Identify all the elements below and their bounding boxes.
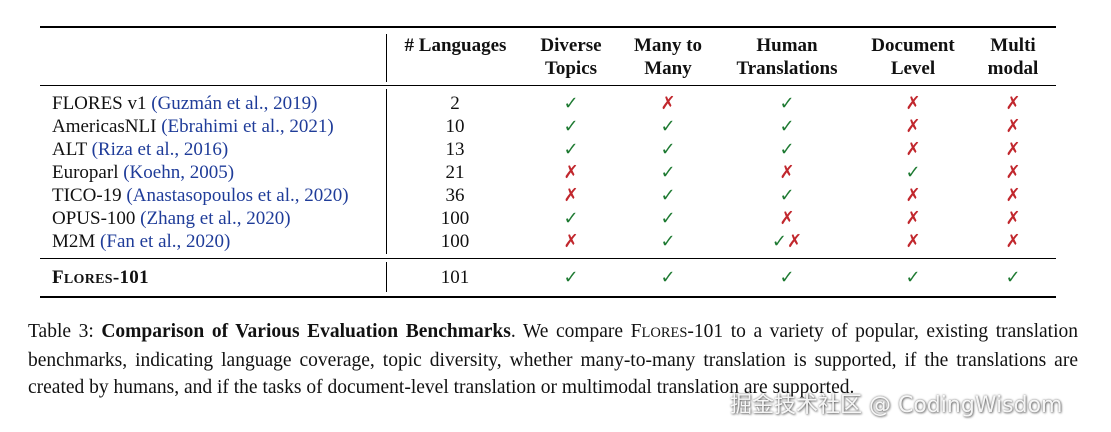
table-row-flores-101: FLORES-101 101 ✓ ✓ ✓ ✓ ✓ [0, 266, 1111, 289]
cross-icon: ✗ [563, 162, 579, 183]
benchmark-name: FLORES-101 [52, 267, 149, 288]
check-icon: ✓ [660, 139, 676, 160]
check-icon: ✓ [563, 267, 579, 288]
citation-link[interactable]: (Koehn, 2005) [123, 162, 235, 183]
check-icon: ✓ [779, 139, 795, 160]
check-icon: ✓ [563, 208, 579, 229]
cross-icon: ✗ [1005, 185, 1021, 206]
citation-link[interactable]: (Anastasopoulos et al., 2020) [126, 185, 349, 206]
check-icon: ✓ [779, 116, 795, 137]
cross-icon: ✗ [905, 185, 921, 206]
check-icon: ✓ [779, 93, 795, 114]
cross-icon: ✗ [563, 231, 579, 252]
check-icon: ✓ [660, 162, 676, 183]
benchmark-name: Europarl (Koehn, 2005) [52, 162, 235, 183]
table-row: Europarl (Koehn, 2005) 21 ✗ ✓ ✗ ✓ ✗ [0, 161, 1111, 184]
cross-icon: ✗ [1005, 231, 1021, 252]
cross-icon: ✗ [1005, 116, 1021, 137]
column-divider [386, 34, 387, 82]
cross-icon: ✗ [905, 116, 921, 137]
header-document-level: Document Level [871, 35, 955, 79]
check-icon: ✓ [905, 267, 921, 288]
check-icon: ✓ [660, 267, 676, 288]
column-divider [386, 262, 387, 292]
cross-icon: ✗ [905, 93, 921, 114]
language-count: 10 [445, 116, 465, 137]
language-count: 2 [450, 93, 460, 114]
header-human-translations: Human Translations [736, 35, 838, 79]
cross-icon: ✗ [905, 208, 921, 229]
benchmark-name: ALT (Riza et al., 2016) [52, 139, 229, 160]
check-icon: ✓ [779, 185, 795, 206]
cross-icon: ✗ [905, 139, 921, 160]
header-multimodal: Multi modal [987, 35, 1039, 79]
cross-icon: ✗ [660, 93, 676, 114]
citation-link[interactable]: (Ebrahimi et al., 2021) [161, 116, 334, 137]
check-icon: ✓ [1005, 267, 1021, 288]
watermark: 掘金技术社区 @ CodingWisdom [730, 393, 1063, 418]
header-diverse-topics: Diverse Topics [540, 35, 602, 79]
column-divider [386, 89, 387, 254]
citation-link[interactable]: (Fan et al., 2020) [100, 231, 231, 252]
language-count: 13 [445, 139, 465, 160]
language-count: 100 [440, 208, 470, 229]
header-many-to-many: Many to Many [633, 35, 703, 79]
cross-icon: ✗ [779, 162, 795, 183]
check-icon: ✓ [563, 139, 579, 160]
language-count: 101 [440, 267, 470, 288]
check-cross-icon: ✓✗ [771, 231, 803, 252]
citation-link[interactable]: (Guzmán et al., 2019) [151, 93, 318, 114]
cross-icon: ✗ [905, 231, 921, 252]
benchmark-name: FLORES v1 (Guzmán et al., 2019) [52, 93, 318, 114]
check-icon: ✓ [660, 208, 676, 229]
check-icon: ✓ [779, 267, 795, 288]
table-row: OPUS-100 (Zhang et al., 2020) 100 ✓ ✓ ✗ ✗ ✗ [0, 207, 1111, 230]
cross-icon: ✗ [1005, 139, 1021, 160]
header-rule [40, 85, 1056, 86]
table-bottom-rule [40, 296, 1056, 298]
check-icon: ✓ [905, 162, 921, 183]
cross-icon: ✗ [1005, 162, 1021, 183]
table-row: FLORES v1 (Guzmán et al., 2019) 2 ✓ ✗ ✓ ✗ ✗ [0, 92, 1111, 115]
citation-link[interactable]: (Zhang et al., 2020) [140, 208, 291, 229]
check-icon: ✓ [563, 93, 579, 114]
language-count: 21 [445, 162, 465, 183]
section-rule [40, 258, 1056, 259]
citation-link[interactable]: (Riza et al., 2016) [91, 139, 229, 160]
table-row: M2M (Fan et al., 2020) 100 ✗ ✓ ✓✗ ✗ ✗ [0, 230, 1111, 253]
table-top-rule [40, 26, 1056, 28]
cross-icon: ✗ [563, 185, 579, 206]
check-icon: ✓ [660, 185, 676, 206]
benchmark-name: AmericasNLI (Ebrahimi et al., 2021) [52, 116, 334, 137]
cross-icon: ✗ [1005, 93, 1021, 114]
check-icon: ✓ [660, 116, 676, 137]
table-row: TICO-19 (Anastasopoulos et al., 2020) 36 ✗… [0, 184, 1111, 207]
benchmark-name: OPUS-100 (Zhang et al., 2020) [52, 208, 291, 229]
language-count: 36 [445, 185, 465, 206]
cross-icon: ✗ [779, 208, 795, 229]
check-icon: ✓ [660, 231, 676, 252]
check-icon: ✓ [563, 116, 579, 137]
benchmark-name: M2M (Fan et al., 2020) [52, 231, 231, 252]
table-caption: Table 3: Comparison of Various Evaluatio… [28, 321, 1079, 398]
cross-icon: ✗ [1005, 208, 1021, 229]
table-row: ALT (Riza et al., 2016) 13 ✓ ✓ ✓ ✗ ✗ [0, 138, 1111, 161]
language-count: 100 [440, 231, 470, 252]
header-languages: # Languages [404, 35, 507, 56]
table-row: AmericasNLI (Ebrahimi et al., 2021) 10 ✓ ✓ ✓… [0, 115, 1111, 138]
benchmark-name: TICO-19 (Anastasopoulos et al., 2020) [52, 185, 349, 206]
